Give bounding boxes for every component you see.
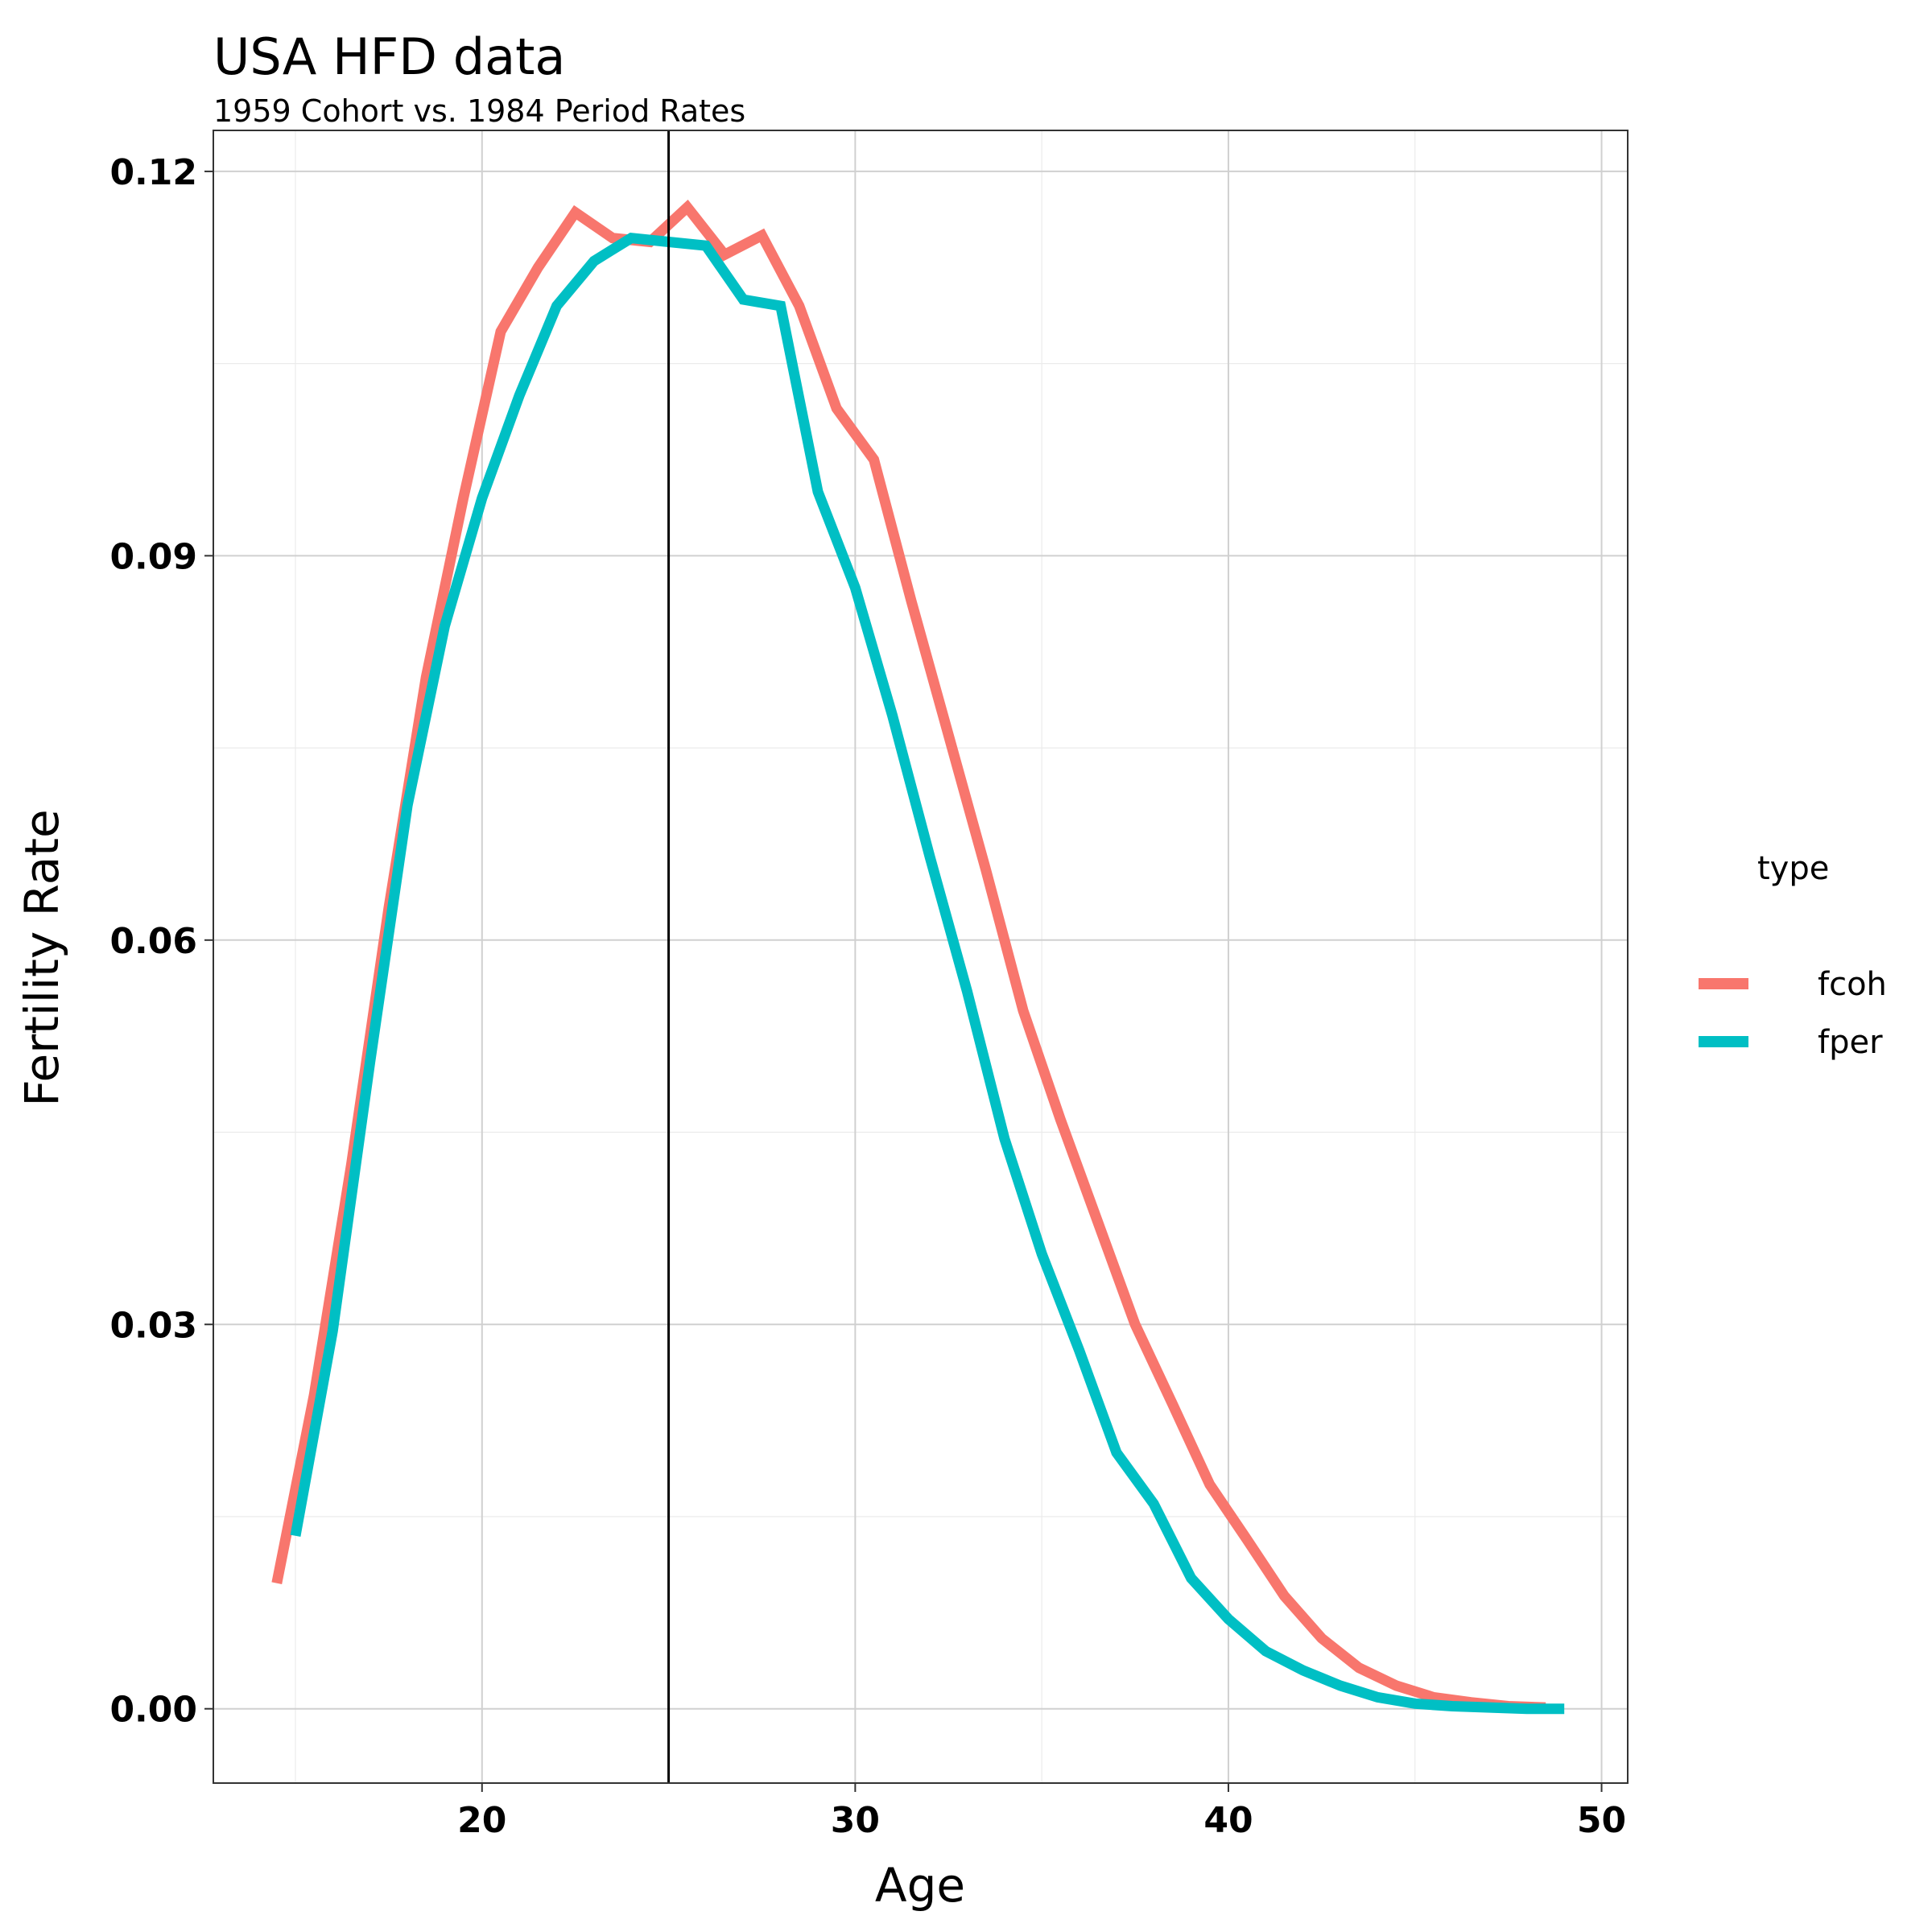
major-grid	[213, 130, 1628, 1783]
legend-label-fcoh: fcoh	[1818, 966, 1887, 1003]
y-tick-label: 0.09	[109, 536, 197, 577]
series-line-fcoh	[271, 199, 1546, 1713]
x-axis-title: Age	[875, 1858, 965, 1913]
x-axis: 20 30 40 50	[457, 1783, 1626, 1841]
y-tick-label: 0.00	[109, 1690, 197, 1731]
chart-title: USA HFD data	[213, 27, 565, 86]
y-tick-label: 0.06	[109, 921, 197, 962]
y-axis: 0.00 0.03 0.06 0.09 0.12	[109, 152, 213, 1731]
legend-items: fcoh fper	[1699, 966, 1887, 1061]
series-line-fper	[290, 233, 1565, 1715]
x-tick-label: 20	[457, 1800, 506, 1841]
minor-grid	[213, 130, 1628, 1783]
y-tick-label: 0.03	[109, 1305, 197, 1346]
y-tick-label: 0.12	[109, 152, 197, 193]
panel-border	[213, 130, 1629, 1784]
x-tick-label: 50	[1577, 1800, 1626, 1841]
legend-label-fper: fper	[1818, 1024, 1883, 1061]
chart-subtitle: 1959 Cohort vs. 1984 Period Rates	[213, 93, 745, 129]
legend: type fcoh fper	[1699, 850, 1887, 1061]
x-tick-label: 30	[831, 1800, 880, 1841]
y-axis-title: Fertility Rate	[14, 809, 69, 1106]
series-lines	[271, 199, 1565, 1715]
x-tick-label: 40	[1203, 1800, 1253, 1841]
legend-title: type	[1757, 850, 1829, 887]
